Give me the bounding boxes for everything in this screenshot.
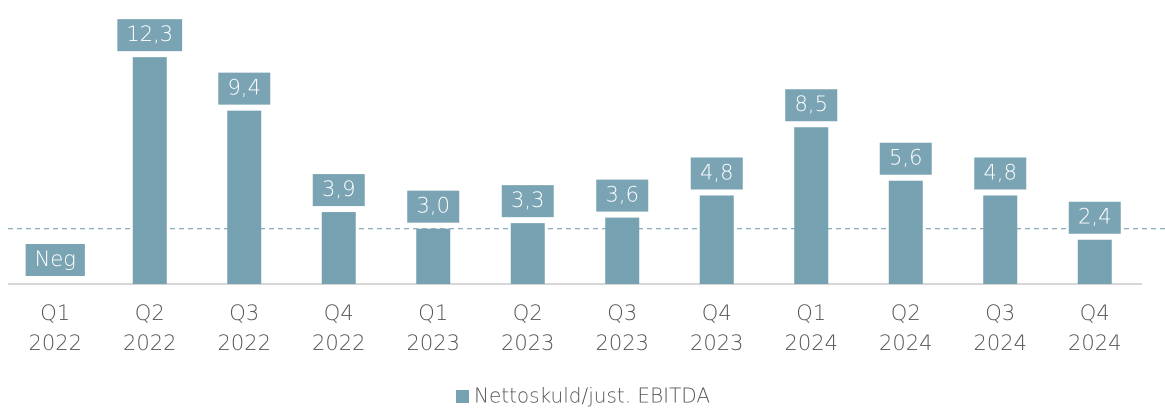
x-tick-label: 2024	[974, 331, 1027, 355]
x-tick-label: Q3	[607, 301, 637, 325]
bar	[983, 195, 1018, 284]
bar	[888, 180, 923, 284]
x-tick-label: 2022	[312, 331, 365, 355]
data-label-box	[1068, 201, 1121, 234]
x-tick-label: 2022	[218, 331, 271, 355]
data-label: 12,3	[126, 22, 173, 46]
data-label-box	[501, 185, 554, 218]
x-tick-label: 2024	[879, 331, 932, 355]
data-label: 3,6	[606, 183, 639, 207]
data-label-box	[596, 179, 649, 212]
x-tick-label: Q4	[324, 301, 354, 325]
data-label-box	[218, 72, 271, 105]
legend-label: Nettoskuld/just. EBITDA	[474, 384, 710, 408]
x-tick-label: Q1	[796, 301, 826, 325]
bar	[794, 127, 829, 284]
bar	[605, 217, 640, 284]
bar	[321, 212, 356, 284]
data-label-box	[974, 157, 1027, 190]
bar	[227, 110, 262, 284]
bar	[510, 223, 545, 284]
x-tick-label: Q2	[513, 301, 543, 325]
data-label: 3,9	[322, 177, 355, 201]
x-tick-label: 2023	[407, 331, 460, 355]
data-label: 3,3	[511, 188, 544, 212]
bar	[1077, 239, 1112, 284]
x-tick-label: 2023	[690, 331, 743, 355]
data-label-box	[117, 19, 183, 52]
data-label-box	[879, 142, 932, 175]
x-tick-label: 2023	[501, 331, 554, 355]
bar	[132, 57, 167, 285]
data-label: 8,5	[795, 92, 828, 116]
data-label: 9,4	[228, 76, 261, 100]
x-tick-label: 2023	[596, 331, 649, 355]
bar	[699, 195, 734, 284]
x-tick-label: Q4	[702, 301, 732, 325]
data-label-box	[407, 190, 460, 223]
x-tick-label: 2022	[29, 331, 82, 355]
data-label: 2,4	[1078, 205, 1111, 229]
data-label-box	[25, 244, 85, 276]
x-tick-label: Q1	[418, 301, 448, 325]
x-tick-label: Q3	[229, 301, 259, 325]
x-tick-label: Q3	[985, 301, 1015, 325]
data-label: 5,6	[889, 146, 922, 170]
data-label-box	[785, 89, 838, 122]
data-label: Neg	[35, 247, 76, 271]
x-tick-label: 2024	[785, 331, 838, 355]
data-label: 4,8	[700, 160, 733, 184]
x-tick-label: 2022	[123, 331, 176, 355]
data-label: 3,0	[417, 194, 450, 218]
bar	[416, 228, 451, 284]
x-tick-label: 2024	[1068, 331, 1121, 355]
x-tick-label: Q2	[891, 301, 921, 325]
x-tick-label: Q2	[135, 301, 165, 325]
x-tick-label: Q4	[1080, 301, 1110, 325]
x-tick-label: Q1	[40, 301, 70, 325]
legend-swatch	[455, 390, 469, 403]
data-label-box	[690, 157, 743, 190]
data-label-box	[312, 174, 365, 207]
data-label: 4,8	[984, 160, 1017, 184]
